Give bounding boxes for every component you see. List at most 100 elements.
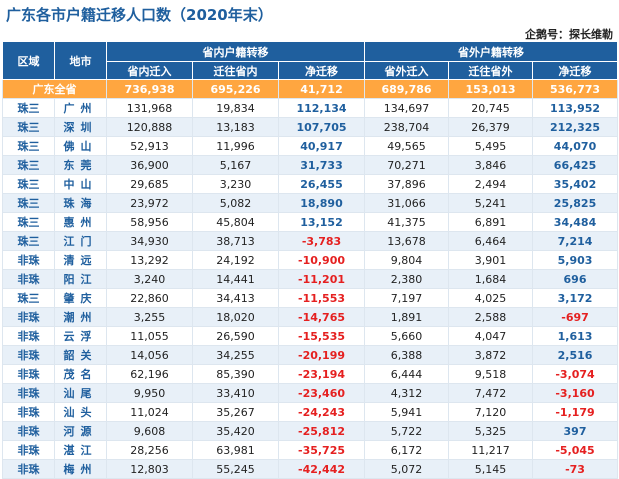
intra-out-cell: 14,441 [192, 269, 279, 289]
region-cell: 珠三 [2, 193, 55, 213]
intra-in-cell: 22,860 [106, 288, 193, 308]
intra-out-cell: 5,167 [192, 155, 279, 175]
intra-in-cell: 13,292 [106, 250, 193, 270]
intra-net-cell: 40,917 [277, 136, 366, 156]
inter-out-cell: 5,241 [448, 193, 534, 213]
inter-out-cell: 20,745 [448, 98, 534, 118]
inter-in-cell: 49,565 [364, 136, 450, 156]
intra-net-cell: -23,460 [277, 383, 366, 403]
region-cell: 珠三 [2, 288, 55, 308]
header-inter-net: 净迁移 [532, 61, 619, 80]
total-inter-in: 689,786 [364, 79, 450, 99]
inter-net-cell: 7,214 [532, 231, 619, 251]
region-cell: 非珠 [2, 345, 55, 365]
header-intra-group: 省内户籍转移 [105, 41, 366, 62]
intra-out-cell: 3,230 [192, 174, 279, 194]
city-cell: 阳江 [54, 269, 107, 289]
city-cell: 东莞 [54, 155, 107, 175]
inter-net-cell: -73 [532, 459, 619, 479]
city-cell: 潮州 [54, 307, 107, 327]
intra-out-cell: 11,996 [192, 136, 279, 156]
header-region: 区域 [2, 41, 55, 80]
intra-net-cell: -20,199 [277, 345, 366, 365]
inter-out-cell: 2,588 [448, 307, 534, 327]
intra-out-cell: 34,255 [192, 345, 279, 365]
intra-out-cell: 35,267 [192, 402, 279, 422]
inter-net-cell: 3,172 [532, 288, 619, 308]
inter-out-cell: 3,872 [448, 345, 534, 365]
header-intra-in: 省内迁入 [106, 61, 193, 80]
region-cell: 珠三 [2, 98, 55, 118]
inter-net-cell: -3,074 [532, 364, 619, 384]
table-row: 珠三 肇庆 22,860 34,413 -11,553 7,197 4,025 3,172 [2, 288, 619, 308]
inter-in-cell: 5,941 [364, 402, 450, 422]
inter-out-cell: 5,495 [448, 136, 534, 156]
intra-out-cell: 26,590 [192, 326, 279, 346]
table-row: 非珠 云浮 11,055 26,590 -15,535 5,660 4,047 1,613 [2, 326, 619, 346]
city-cell: 清远 [54, 250, 107, 270]
header-inter-group: 省外户籍转移 [364, 41, 619, 62]
inter-net-cell: 66,425 [532, 155, 619, 175]
intra-out-cell: 63,981 [192, 440, 279, 460]
inter-in-cell: 4,312 [364, 383, 450, 403]
total-intra-out: 695,226 [192, 79, 279, 99]
intra-in-cell: 29,685 [106, 174, 193, 194]
source-credit: 企鹅号：探长维勒 [525, 28, 613, 41]
inter-net-cell: 44,070 [532, 136, 619, 156]
intra-net-cell: 26,455 [277, 174, 366, 194]
table-row: 珠三 佛山 52,913 11,996 40,917 49,565 5,495 44,070 [2, 136, 619, 156]
intra-out-cell: 34,413 [192, 288, 279, 308]
inter-out-cell: 2,494 [448, 174, 534, 194]
city-cell: 江门 [54, 231, 107, 251]
city-cell: 珠海 [54, 193, 107, 213]
header-city: 地市 [54, 41, 107, 80]
intra-net-cell: -11,201 [277, 269, 366, 289]
city-cell: 广州 [54, 98, 107, 118]
header-inter-out: 迁往省外 [448, 61, 534, 80]
table-row: 珠三 广州 131,968 19,834 112,134 134,697 20,745 113… [2, 98, 619, 118]
intra-in-cell: 28,256 [106, 440, 193, 460]
intra-net-cell: -11,553 [277, 288, 366, 308]
table-row: 非珠 河源 9,608 35,420 -25,812 5,722 5,325 397 [2, 421, 619, 441]
inter-out-cell: 3,846 [448, 155, 534, 175]
intra-in-cell: 34,930 [106, 231, 193, 251]
intra-net-cell: 31,733 [277, 155, 366, 175]
table-row: 非珠 潮州 3,255 18,020 -14,765 1,891 2,588 -697 [2, 307, 619, 327]
inter-net-cell: 5,903 [532, 250, 619, 270]
inter-in-cell: 70,271 [364, 155, 450, 175]
page-title: 广东各市户籍迁移人口数（2020年末） [6, 6, 273, 24]
region-cell: 非珠 [2, 269, 55, 289]
table-row: 非珠 汕尾 9,950 33,410 -23,460 4,312 7,472 -3,160 [2, 383, 619, 403]
inter-out-cell: 5,145 [448, 459, 534, 479]
inter-in-cell: 41,375 [364, 212, 450, 232]
inter-in-cell: 238,704 [364, 117, 450, 137]
region-cell: 珠三 [2, 231, 55, 251]
inter-out-cell: 6,891 [448, 212, 534, 232]
region-cell: 非珠 [2, 383, 55, 403]
table-row: 珠三 江门 34,930 38,713 -3,783 13,678 6,464 7,214 [2, 231, 619, 251]
region-cell: 珠三 [2, 174, 55, 194]
intra-out-cell: 33,410 [192, 383, 279, 403]
inter-net-cell: -3,160 [532, 383, 619, 403]
table-row: 珠三 深圳 120,888 13,183 107,705 238,704 26,379 212… [2, 117, 619, 137]
total-inter-out: 153,013 [448, 79, 534, 99]
inter-net-cell: -697 [532, 307, 619, 327]
intra-net-cell: -15,535 [277, 326, 366, 346]
city-cell: 云浮 [54, 326, 107, 346]
city-cell: 佛山 [54, 136, 107, 156]
table-row: 珠三 中山 29,685 3,230 26,455 37,896 2,494 35,402 [2, 174, 619, 194]
inter-out-cell: 3,901 [448, 250, 534, 270]
table-row: 非珠 韶关 14,056 34,255 -20,199 6,388 3,872 2,516 [2, 345, 619, 365]
intra-net-cell: -10,900 [277, 250, 366, 270]
region-cell: 非珠 [2, 250, 55, 270]
intra-net-cell: -35,725 [277, 440, 366, 460]
intra-out-cell: 19,834 [192, 98, 279, 118]
inter-in-cell: 6,172 [364, 440, 450, 460]
intra-in-cell: 9,608 [106, 421, 193, 441]
inter-in-cell: 5,722 [364, 421, 450, 441]
inter-out-cell: 4,025 [448, 288, 534, 308]
migration-table: 区域 地市 省内户籍转移 省外户籍转移 省内迁入 迁往省内 净迁移 省外迁入 迁… [2, 41, 619, 479]
intra-in-cell: 120,888 [106, 117, 193, 137]
inter-out-cell: 7,472 [448, 383, 534, 403]
region-cell: 非珠 [2, 402, 55, 422]
